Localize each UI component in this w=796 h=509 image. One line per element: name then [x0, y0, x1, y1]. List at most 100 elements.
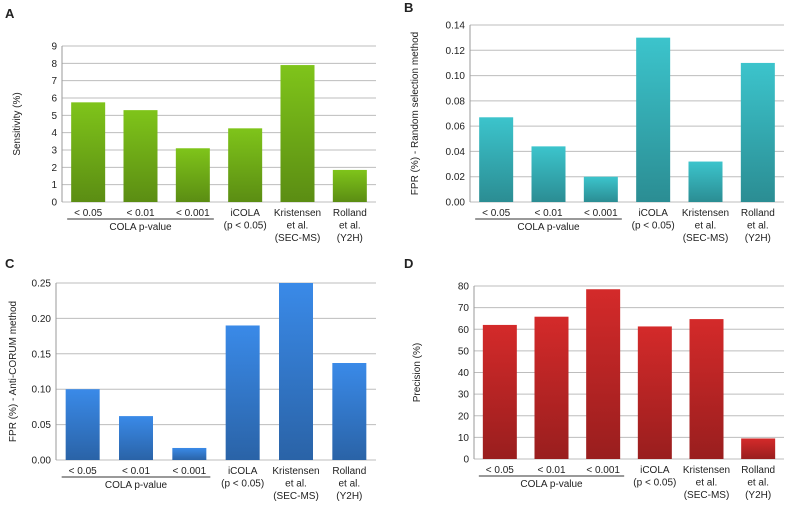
bar [583, 176, 618, 202]
bar [175, 148, 210, 202]
x-tick-label: (SEC-MS) [275, 233, 321, 244]
x-tick-label: (p < 0.05) [224, 221, 267, 232]
panel-label: C [5, 256, 15, 271]
bar [280, 65, 315, 202]
y-tick-label: 0.14 [446, 21, 466, 32]
y-tick-label: 70 [458, 303, 470, 314]
x-tick-label: Rolland [741, 465, 775, 476]
bar [225, 325, 260, 460]
y-tick-label: 0.00 [32, 456, 52, 467]
y-tick-label: 0 [51, 198, 57, 209]
x-tick-label: < 0.001 [173, 466, 207, 477]
bar [332, 363, 367, 460]
y-axis-label: FPR (%) - Random selection method [410, 32, 421, 195]
x-tick-label: et al. [287, 221, 309, 232]
x-tick-label: < 0.01 [122, 466, 151, 477]
x-tick-label: (p < 0.05) [633, 478, 676, 489]
y-tick-label: 0.10 [32, 385, 52, 396]
x-tick-label: < 0.05 [74, 208, 103, 219]
bar [123, 110, 158, 202]
y-tick-label: 1 [51, 180, 57, 191]
bar [740, 62, 775, 202]
y-tick-label: 10 [458, 433, 470, 444]
x-tick-label: Kristensen [682, 208, 729, 219]
x-tick-label: (Y2H) [745, 233, 771, 244]
bar [71, 102, 106, 202]
x-tick-label: et al. [285, 479, 307, 490]
bar [332, 169, 367, 202]
x-tick-label: < 0.001 [586, 465, 620, 476]
y-tick-label: 5 [51, 111, 57, 122]
bar [637, 326, 672, 459]
y-tick-label: 60 [458, 325, 470, 336]
x-tick-label: iCOLA [638, 208, 668, 219]
x-tick-label: Kristensen [272, 466, 319, 477]
bar [741, 438, 776, 459]
y-tick-label: 9 [51, 42, 57, 53]
x-tick-label: < 0.001 [584, 208, 618, 219]
x-tick-label: (Y2H) [336, 491, 362, 502]
bar [586, 289, 621, 459]
y-tick-label: 30 [458, 390, 470, 401]
y-tick-label: 0.20 [32, 314, 52, 325]
y-tick-label: 2 [51, 163, 57, 174]
x-tick-label: et al. [747, 478, 769, 489]
bar [534, 316, 569, 459]
y-tick-label: 0.00 [446, 198, 466, 209]
bar [482, 324, 517, 459]
y-tick-label: 80 [458, 282, 470, 293]
y-axis-label: Sensitivity (%) [12, 92, 23, 155]
panel-label: B [404, 0, 413, 15]
x-tick-label: Rolland [333, 208, 367, 219]
group-label: COLA p-value [520, 479, 583, 490]
bar [65, 389, 100, 460]
panel-label: D [404, 256, 413, 271]
y-tick-label: 0 [463, 455, 469, 466]
panel-a: A 0 1 2 3 4 5 6 7 8 9 Sensitivity (%) < 0.05 < 0.01 < … [5, 6, 376, 244]
y-tick-label: 0.15 [32, 349, 52, 360]
x-tick-label: (Y2H) [745, 490, 771, 501]
x-tick-label: < 0.05 [486, 465, 515, 476]
y-axis-label: FPR (%) - Anti-CORUM method [8, 301, 19, 442]
y-tick-label: 8 [51, 59, 57, 70]
y-tick-label: 0.08 [446, 96, 466, 107]
x-tick-label: iCOLA [228, 466, 258, 477]
x-tick-label: et al. [695, 221, 717, 232]
x-tick-label: iCOLA [230, 208, 260, 219]
bar [228, 128, 263, 202]
x-tick-label: Kristensen [274, 208, 321, 219]
x-tick-label: < 0.01 [534, 208, 563, 219]
y-tick-label: 0.12 [446, 46, 466, 57]
group-label: COLA p-value [109, 222, 172, 233]
bar [479, 117, 514, 202]
panel-b: B 0.00 0.02 0.04 0.06 0.08 0.10 0.12 0.14 FPR (%)… [404, 0, 784, 244]
y-tick-label: 4 [51, 128, 57, 139]
y-tick-label: 0.25 [32, 279, 52, 290]
x-tick-label: et al. [339, 221, 361, 232]
y-tick-label: 0.05 [32, 420, 52, 431]
x-tick-label: < 0.05 [69, 466, 98, 477]
x-tick-label: (p < 0.05) [632, 221, 675, 232]
bar [172, 447, 207, 460]
x-tick-label: iCOLA [640, 465, 670, 476]
y-tick-label: 0.04 [446, 147, 466, 158]
bar [689, 319, 724, 459]
group-label: COLA p-value [105, 480, 168, 491]
x-tick-label: et al. [696, 478, 718, 489]
y-tick-label: 6 [51, 94, 57, 105]
x-tick-label: < 0.05 [482, 208, 511, 219]
x-tick-label: Kristensen [683, 465, 730, 476]
x-tick-label: < 0.01 [537, 465, 566, 476]
panel-d: D 0 10 20 30 40 50 60 70 80 Precision (%) < 0.05 < 0… [404, 256, 784, 501]
y-axis-label: Precision (%) [412, 343, 423, 402]
y-tick-label: 20 [458, 411, 470, 422]
x-tick-label: < 0.001 [176, 208, 210, 219]
y-tick-label: 0.10 [446, 71, 466, 82]
y-tick-label: 40 [458, 368, 470, 379]
y-tick-label: 7 [51, 76, 57, 87]
x-tick-label: (SEC-MS) [273, 491, 319, 502]
bar [531, 146, 566, 202]
bar [279, 283, 313, 460]
y-tick-label: 50 [458, 346, 470, 357]
